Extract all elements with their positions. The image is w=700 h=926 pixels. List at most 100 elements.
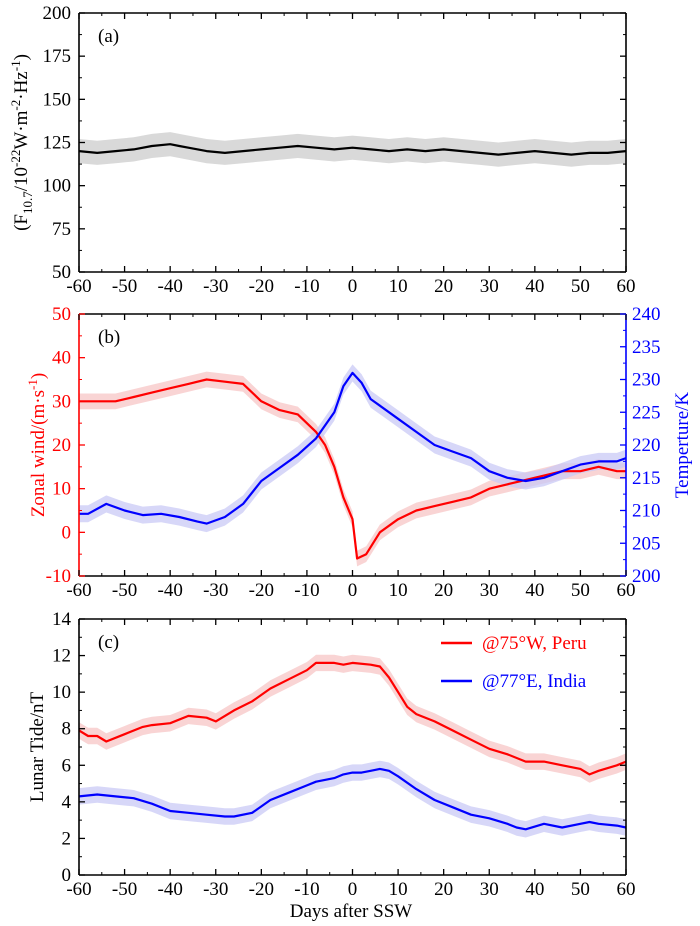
x-tick-label: -30 bbox=[203, 580, 228, 601]
series-line-0 bbox=[79, 661, 626, 776]
x-tick-label: 0 bbox=[348, 879, 358, 900]
y-axis-title: Lunar Tide/nT bbox=[27, 691, 48, 802]
series-band-0 bbox=[79, 132, 626, 167]
x-tick-label: -40 bbox=[158, 276, 183, 297]
plot-area bbox=[79, 654, 626, 838]
y-axis-title-part: -2 bbox=[8, 100, 23, 111]
x-tick-label: 10 bbox=[389, 580, 408, 601]
x-tick-label: 30 bbox=[480, 879, 499, 900]
y-tick-label: 0 bbox=[62, 865, 72, 886]
y2-tick-label: 215 bbox=[632, 468, 661, 489]
x-tick-label: 50 bbox=[571, 879, 590, 900]
x-tick-label: 50 bbox=[571, 276, 590, 297]
x-tick-label: 20 bbox=[434, 580, 453, 601]
x-tick-label: 60 bbox=[617, 276, 636, 297]
x-tick-label: -60 bbox=[66, 580, 91, 601]
x-axis-title: Days after SSW bbox=[290, 901, 412, 922]
y-tick-label: 20 bbox=[52, 435, 71, 456]
series-band-0 bbox=[79, 654, 626, 783]
y-tick-label: 75 bbox=[52, 219, 71, 240]
series-line-0 bbox=[79, 378, 626, 560]
y-tick-label: 30 bbox=[52, 391, 71, 412]
y-tick-label: 12 bbox=[52, 646, 71, 667]
x-tick-label: -10 bbox=[294, 879, 319, 900]
y-axis-title-part: 10.7 bbox=[20, 191, 35, 214]
y-tick-label: 200 bbox=[43, 3, 72, 24]
legend-label: @77°E, India bbox=[482, 671, 587, 692]
x-tick-label: -40 bbox=[158, 879, 183, 900]
y2-tick-label: 220 bbox=[632, 435, 661, 456]
y-tick-label: 125 bbox=[43, 133, 72, 154]
x-tick-label: 50 bbox=[571, 580, 590, 601]
y-tick-label: -10 bbox=[46, 566, 71, 587]
y-axis-title-part: ) bbox=[28, 373, 49, 379]
y-axis-title-part: -1 bbox=[8, 60, 23, 71]
y2-tick-label: 205 bbox=[632, 533, 661, 554]
x-tick-label: 60 bbox=[617, 879, 636, 900]
x-tick-label: 40 bbox=[525, 879, 544, 900]
panel-label: (a) bbox=[98, 26, 119, 47]
x-tick-label: -20 bbox=[249, 879, 274, 900]
y-tick-label: 8 bbox=[62, 719, 72, 740]
x-tick-label: 60 bbox=[617, 580, 636, 601]
y2-tick-label: 230 bbox=[632, 370, 661, 391]
y-axis-title-part: /10 bbox=[11, 167, 32, 191]
series-band-0 bbox=[79, 371, 626, 567]
x-tick-label: -20 bbox=[249, 580, 274, 601]
y-tick-label: 10 bbox=[52, 479, 71, 500]
y-tick-label: 10 bbox=[52, 682, 71, 703]
y-axis-title-part: ) bbox=[11, 54, 32, 60]
x-tick-label: 40 bbox=[525, 580, 544, 601]
y2-tick-label: 210 bbox=[632, 501, 661, 522]
y2-tick-label: 235 bbox=[632, 337, 661, 358]
y2-tick-label: 200 bbox=[632, 566, 661, 587]
y-tick-label: 175 bbox=[43, 46, 72, 67]
x-tick-label: 40 bbox=[525, 276, 544, 297]
plot-area bbox=[79, 132, 626, 167]
y-tick-label: 50 bbox=[52, 262, 71, 283]
x-tick-label: -60 bbox=[66, 879, 91, 900]
series-line-1 bbox=[79, 767, 626, 831]
x-tick-label: -20 bbox=[249, 276, 274, 297]
y-tick-label: 6 bbox=[62, 755, 72, 776]
y-axis-title-part: ·Hz bbox=[11, 71, 32, 99]
panel-label: (c) bbox=[98, 632, 119, 653]
y-tick-label: 150 bbox=[43, 89, 72, 110]
x-tick-label: 20 bbox=[434, 879, 453, 900]
x-tick-label: -10 bbox=[294, 580, 319, 601]
panel-c: -60 -50 -40 -30 -20 -10 0 10 20 30 40 50 60 0 2 4 6 8 10 12… bbox=[27, 609, 636, 900]
y-tick-label: 0 bbox=[62, 522, 72, 543]
plot-area bbox=[79, 364, 626, 567]
y-tick-label: 50 bbox=[52, 304, 71, 325]
y-tick-label: 100 bbox=[43, 176, 72, 197]
panel-b: -60 -50 -40 -30 -20 -10 0 10 20 30 40 50 60 -10 0 10 20 3… bbox=[25, 304, 693, 601]
x-tick-label: -10 bbox=[294, 276, 319, 297]
y-axis-title: (F10.7/10-22W·m-2·Hz-1) bbox=[8, 54, 35, 231]
x-tick-label: -50 bbox=[112, 276, 137, 297]
y-axis-title-part: Zonal wind/(m·s bbox=[28, 390, 49, 517]
y-tick-label: 14 bbox=[52, 609, 72, 630]
x-tick-label: -30 bbox=[203, 276, 228, 297]
series-line-1 bbox=[79, 371, 626, 525]
y-axis-title-part: ( bbox=[11, 225, 32, 231]
x-tick-label: 10 bbox=[389, 276, 408, 297]
x-tick-label: 0 bbox=[348, 276, 358, 297]
x-tick-label: 0 bbox=[348, 580, 358, 601]
panel-a: -60 -50 -40 -30 -20 -10 0 10 20 30 40 50 60 50 75 100 12… bbox=[8, 3, 636, 297]
panel-label: (b) bbox=[98, 327, 120, 348]
x-tick-label: -40 bbox=[158, 580, 183, 601]
y-axis-title-part: -1 bbox=[25, 379, 40, 390]
x-tick-label: 30 bbox=[480, 580, 499, 601]
x-tick-label: -50 bbox=[112, 879, 137, 900]
x-tick-label: 20 bbox=[434, 276, 453, 297]
y-axis-title-part: F bbox=[11, 214, 32, 225]
legend-label: @75°W, Peru bbox=[482, 633, 587, 654]
y2-tick-label: 225 bbox=[632, 402, 661, 423]
y-tick-label: 40 bbox=[52, 348, 71, 369]
series-line-0 bbox=[79, 143, 626, 156]
x-tick-label: 10 bbox=[389, 879, 408, 900]
y-axis-title: Zonal wind/(m·s-1) bbox=[25, 373, 49, 517]
y2-axis-title: Temperture/K bbox=[672, 392, 693, 499]
y-axis-title-part: -22 bbox=[8, 150, 23, 167]
